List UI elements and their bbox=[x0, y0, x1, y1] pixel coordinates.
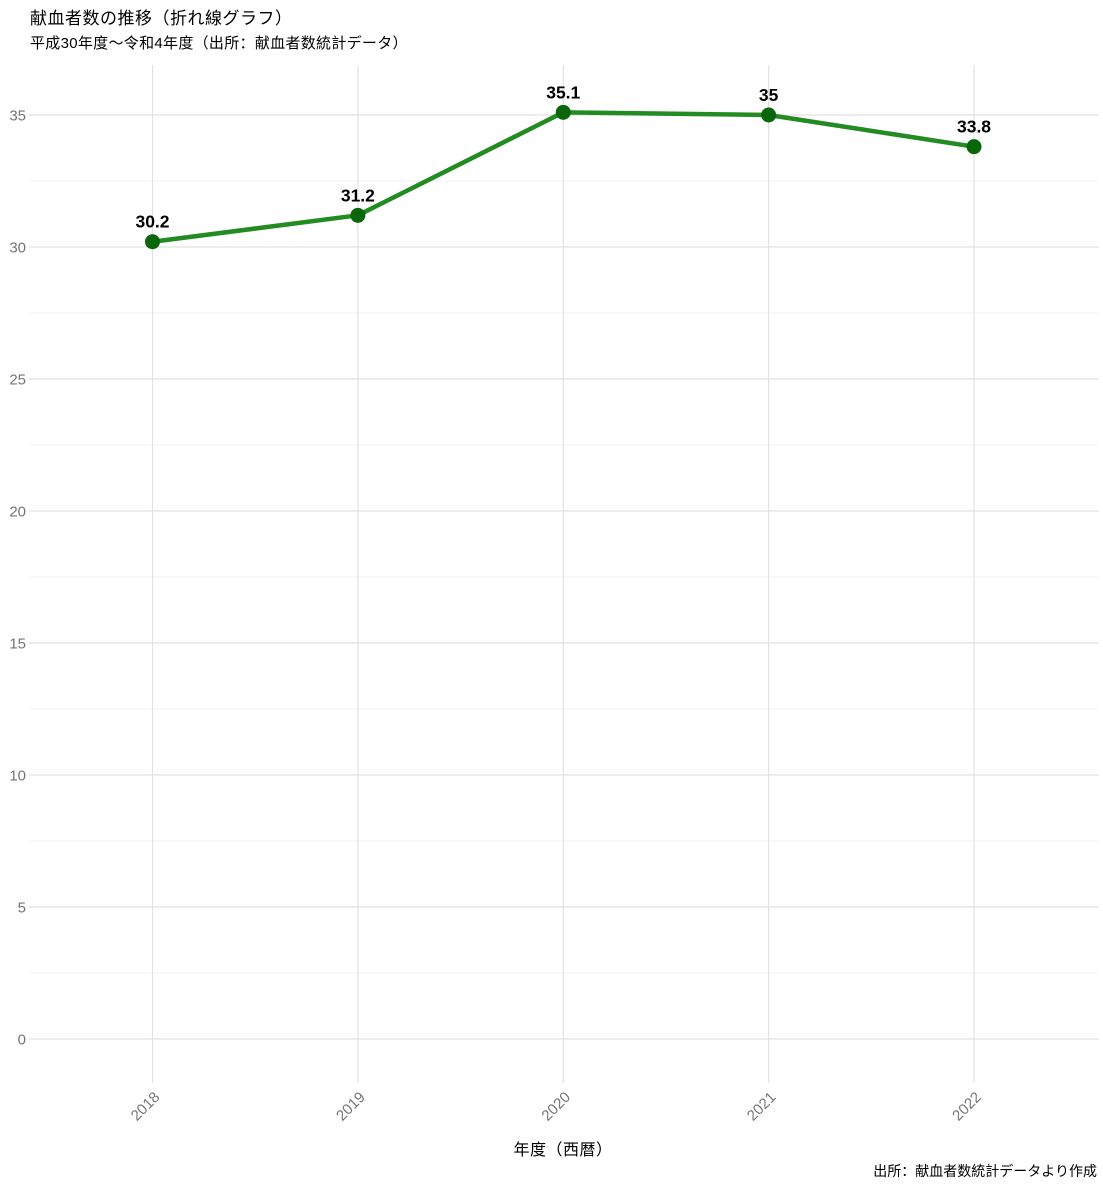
data-point bbox=[350, 207, 366, 223]
data-point bbox=[145, 234, 160, 250]
data-point bbox=[555, 104, 571, 120]
x-tick-label: 2021 bbox=[744, 1089, 780, 1125]
x-axis-title: 年度（西暦） bbox=[513, 1142, 613, 1159]
x-tick-label: 2020 bbox=[538, 1089, 574, 1125]
data-point-label: 30.2 bbox=[135, 212, 169, 232]
y-tick-label: 20 bbox=[9, 503, 26, 520]
data-point-label: 33.8 bbox=[957, 117, 991, 137]
y-tick-label: 35 bbox=[9, 107, 26, 124]
data-point-label: 31.2 bbox=[341, 185, 375, 205]
x-tick-label: 2022 bbox=[949, 1089, 985, 1125]
x-tick-label: 2018 bbox=[128, 1089, 164, 1125]
x-tick-label: 2019 bbox=[333, 1089, 369, 1125]
y-tick-label: 5 bbox=[18, 899, 26, 916]
chart-subtitle: 平成30年度～令和4年度（出所：献血者数統計データ） bbox=[30, 35, 408, 52]
data-point-label: 35.1 bbox=[546, 82, 580, 102]
chart-title: 献血者数の推移（折れ線グラフ） bbox=[30, 9, 293, 28]
y-tick-label: 0 bbox=[18, 1031, 26, 1048]
y-tick-label: 30 bbox=[9, 239, 26, 256]
y-tick-label: 25 bbox=[9, 371, 26, 388]
data-point bbox=[761, 107, 777, 123]
source-caption: 出所：献血者数統計データより作成 bbox=[873, 1163, 1097, 1179]
y-tick-label: 10 bbox=[9, 767, 26, 784]
data-point bbox=[966, 139, 982, 155]
data-point-label: 35 bbox=[759, 85, 779, 105]
y-tick-label: 15 bbox=[9, 635, 26, 652]
